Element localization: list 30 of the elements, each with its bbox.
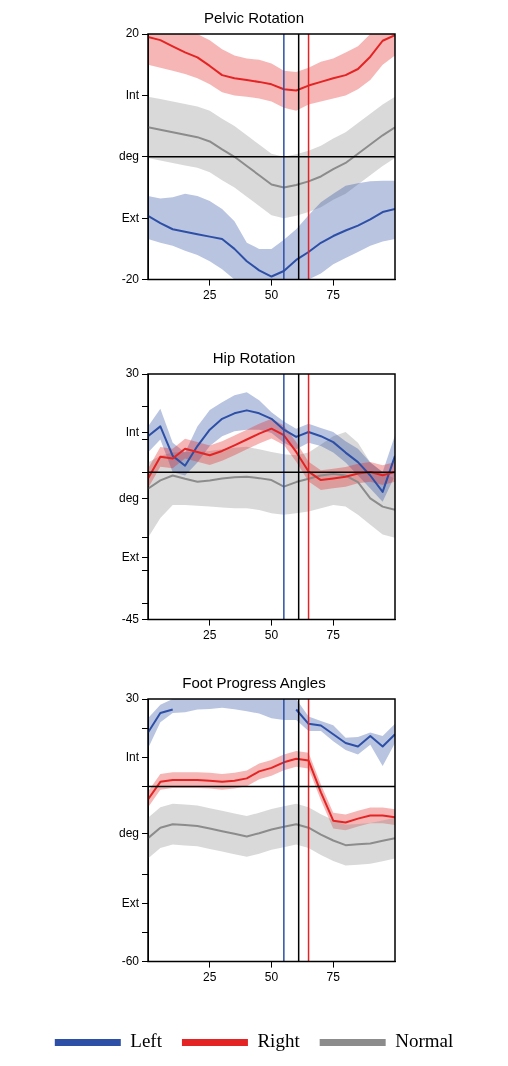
y-tick-label: Int: [125, 749, 140, 764]
y-tick-label: 30: [125, 366, 140, 381]
y-tick-label: Int: [125, 87, 140, 102]
y-tick-label: deg: [118, 490, 139, 505]
x-tick-label: 75: [326, 288, 341, 303]
legend-label: Left: [130, 1030, 163, 1052]
chart-title: Hip Rotation: [212, 349, 296, 367]
legend-label: Right: [257, 1030, 301, 1052]
x-tick-label: 75: [326, 970, 341, 985]
x-tick-label: 25: [203, 970, 217, 985]
x-tick-label: 75: [326, 628, 341, 643]
y-tick-label: 30: [125, 691, 140, 706]
y-tick-label: Ext: [121, 549, 140, 564]
y-tick-label: 20: [125, 26, 140, 41]
x-tick-label: 50: [264, 628, 279, 643]
y-tick-label: Ext: [121, 895, 140, 910]
y-tick-label: Int: [125, 425, 140, 440]
legend-label: Normal: [395, 1030, 454, 1052]
y-tick-label: deg: [118, 149, 139, 164]
y-tick-label: Ext: [121, 210, 140, 225]
y-tick-label: -45: [121, 611, 140, 626]
y-tick-label: deg: [118, 825, 139, 840]
x-tick-label: 25: [203, 288, 217, 303]
x-tick-label: 50: [264, 970, 279, 985]
chart-title: Foot Progress Angles: [182, 674, 326, 692]
y-tick-label: -20: [121, 271, 140, 286]
chart-title: Pelvic Rotation: [203, 9, 305, 27]
x-tick-label: 50: [264, 288, 279, 303]
y-tick-label: -60: [121, 953, 140, 968]
x-tick-label: 25: [203, 628, 217, 643]
